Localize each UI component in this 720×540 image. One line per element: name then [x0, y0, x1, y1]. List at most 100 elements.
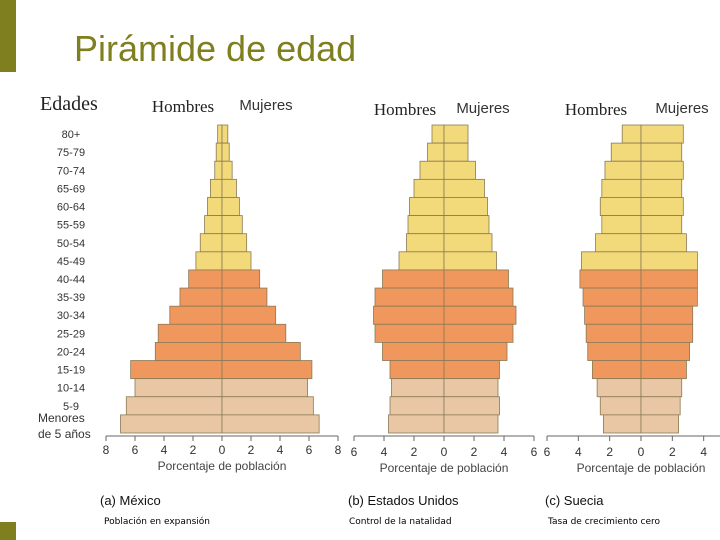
header-mujeres: Mujeres	[456, 100, 509, 117]
bar-mujeres	[221, 251, 252, 271]
bar-hombres	[389, 396, 445, 416]
bar-hombres	[579, 269, 642, 289]
bar-mujeres	[640, 233, 687, 253]
bar-mujeres	[443, 233, 493, 253]
bar-mujeres	[221, 124, 229, 144]
bar-hombres	[599, 396, 642, 416]
bar-mujeres	[221, 360, 313, 380]
bar-mujeres	[640, 396, 681, 416]
bar-mujeres	[443, 323, 514, 343]
accent-bar-bottom	[0, 522, 16, 540]
x-tick-label: 2	[669, 445, 676, 459]
x-tick-label: 8	[103, 443, 110, 457]
bar-mujeres	[640, 360, 687, 380]
bar-hombres	[130, 360, 223, 380]
header-mujeres: Mujeres	[239, 97, 292, 114]
x-tick-label: 4	[381, 445, 388, 459]
x-tick-label: 0	[219, 443, 226, 457]
x-tick-label: 0	[638, 445, 645, 459]
bar-mujeres	[221, 378, 308, 398]
bar-mujeres	[443, 215, 490, 235]
x-tick-label: 4	[501, 445, 508, 459]
bar-mujeres	[443, 305, 517, 325]
bar-hombres	[120, 414, 223, 434]
bar-mujeres	[443, 197, 488, 216]
bar-hombres	[601, 178, 642, 198]
bar-hombres	[407, 215, 445, 235]
bar-mujeres	[443, 414, 499, 434]
age-label: 5-9	[63, 401, 79, 413]
bar-hombres	[603, 414, 642, 434]
header-hombres: Hombres	[152, 97, 214, 116]
bar-hombres	[157, 323, 223, 343]
bar-hombres	[214, 160, 223, 180]
bar-mujeres	[221, 305, 277, 325]
bar-hombres	[419, 160, 445, 180]
bar-mujeres	[443, 287, 514, 307]
bar-mujeres	[443, 396, 500, 416]
bar-mujeres	[640, 124, 684, 144]
x-tick-label: 4	[700, 445, 707, 459]
bar-hombres	[199, 233, 223, 253]
age-label: 60-64	[57, 202, 85, 214]
bar-mujeres	[221, 269, 261, 289]
slide-title: Pirámide de edad	[74, 28, 357, 69]
bar-hombres	[374, 323, 445, 343]
bar-hombres	[596, 378, 642, 398]
age-label-menores-2: de 5 años	[38, 427, 91, 441]
caption-mexico: Población en expansión	[104, 517, 211, 527]
bar-mujeres	[640, 215, 683, 235]
bar-hombres	[413, 178, 445, 198]
x-tick-label: 4	[161, 443, 168, 457]
bar-hombres	[585, 323, 642, 343]
age-label: 75-79	[57, 147, 85, 159]
x-tick-label: 2	[471, 445, 478, 459]
x-tick-label: 2	[248, 443, 255, 457]
bar-hombres	[610, 142, 642, 162]
x-axis-label: Porcentaje de población	[577, 461, 706, 475]
bar-mujeres	[640, 251, 698, 271]
x-axis-label: Porcentaje de población	[158, 459, 287, 473]
x-axis-label: Porcentaje de población	[380, 461, 509, 475]
bar-mujeres	[640, 160, 684, 180]
bar-mujeres	[221, 323, 287, 343]
bar-hombres	[154, 342, 223, 361]
panel-title: (c) Suecia	[545, 493, 604, 508]
bar-mujeres	[640, 305, 694, 325]
bar-hombres	[382, 269, 445, 289]
header-mujeres: Mujeres	[655, 100, 708, 117]
x-tick-label: 6	[306, 443, 313, 457]
bar-hombres	[209, 178, 223, 198]
bar-hombres	[125, 396, 223, 416]
x-tick-label: 2	[190, 443, 197, 457]
bar-hombres	[391, 378, 445, 398]
bar-mujeres	[221, 342, 301, 361]
bar-mujeres	[640, 197, 684, 216]
age-label: 70-74	[57, 165, 85, 177]
bar-hombres	[601, 215, 642, 235]
bar-hombres	[374, 287, 445, 307]
bar-hombres	[592, 360, 642, 380]
bar-mujeres	[443, 160, 476, 180]
bar-mujeres	[640, 287, 698, 307]
x-tick-label: 2	[606, 445, 613, 459]
age-label: 45-49	[57, 256, 85, 268]
x-tick-label: 2	[411, 445, 418, 459]
x-tick-label: 0	[441, 445, 448, 459]
bar-hombres	[188, 269, 223, 289]
bar-hombres	[388, 414, 445, 434]
bar-hombres	[431, 124, 445, 144]
age-label: 80+	[62, 129, 81, 141]
bar-hombres	[427, 142, 445, 162]
x-tick-label: 6	[531, 445, 538, 459]
age-label: 55-59	[57, 220, 85, 232]
bar-mujeres	[640, 269, 698, 289]
panel-title: (a) México	[100, 493, 161, 508]
bar-mujeres	[221, 142, 230, 162]
bar-mujeres	[640, 378, 683, 398]
bar-mujeres	[443, 124, 469, 144]
bar-mujeres	[443, 178, 485, 198]
bar-mujeres	[221, 178, 237, 198]
bar-hombres	[389, 360, 445, 380]
